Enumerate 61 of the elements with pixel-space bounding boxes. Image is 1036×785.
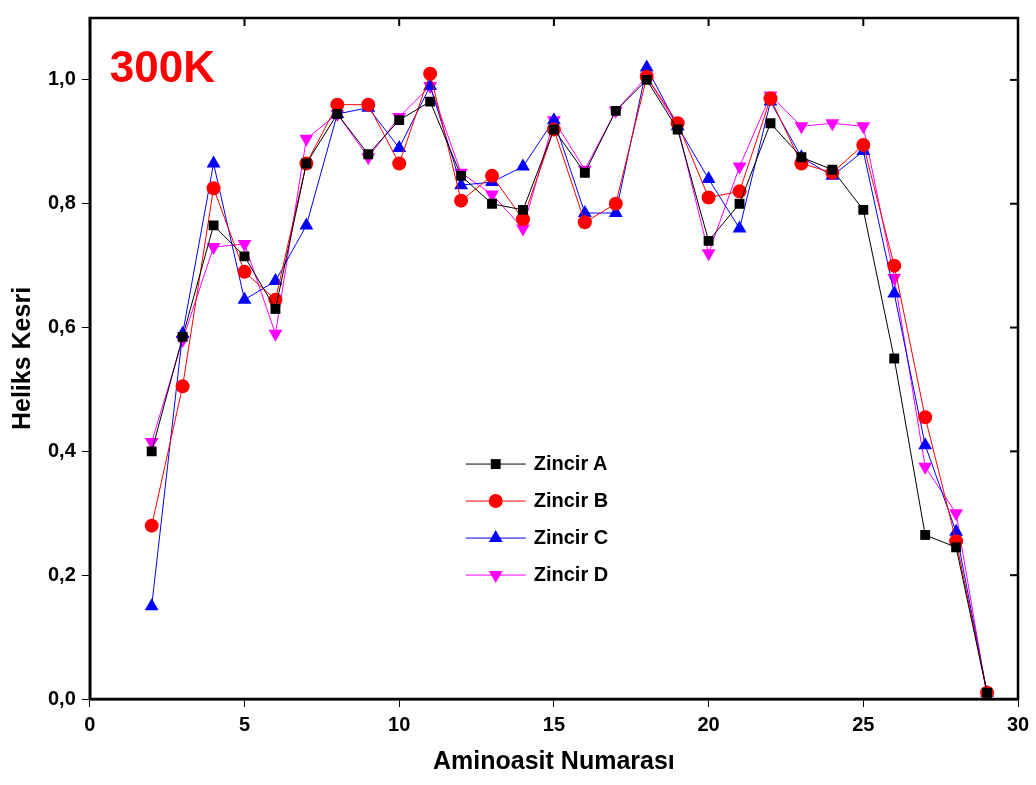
point — [239, 251, 250, 262]
point — [858, 204, 869, 215]
x-tick-label: 15 — [542, 712, 566, 735]
point — [299, 217, 314, 230]
y-tick-label: 0,4 — [47, 438, 77, 461]
x-tick-label: 20 — [697, 712, 720, 735]
point — [177, 331, 188, 342]
point — [518, 204, 528, 215]
x-tick-label: 30 — [1006, 712, 1030, 735]
point — [487, 198, 497, 209]
annotation: 300K — [109, 42, 216, 92]
point — [889, 353, 900, 364]
point — [577, 215, 592, 230]
point — [765, 118, 776, 129]
y-tick-label: 1,0 — [47, 67, 76, 90]
point — [206, 181, 221, 196]
y-tick-label: 0,8 — [47, 191, 76, 214]
point — [423, 66, 438, 81]
y-tick-label: 0,6 — [47, 315, 76, 338]
x-tick-label: 25 — [852, 712, 875, 735]
legend-label: Zincir B — [533, 488, 609, 511]
point — [175, 379, 190, 394]
point — [918, 410, 933, 425]
point — [237, 264, 252, 279]
point — [608, 196, 623, 211]
legend-label: Zincir C — [533, 525, 609, 548]
point — [701, 190, 716, 205]
y-tick-label: 0,0 — [47, 686, 76, 709]
point — [918, 437, 933, 450]
x-tick-label: 0 — [84, 712, 96, 735]
point — [485, 168, 500, 183]
y-tick-label: 0,2 — [47, 562, 76, 585]
point — [144, 598, 159, 611]
point — [920, 529, 931, 540]
point — [144, 518, 159, 533]
legend-label: Zincir D — [533, 562, 609, 585]
legend-label: Zincir A — [533, 451, 608, 474]
point — [270, 304, 281, 314]
point — [827, 164, 838, 175]
point — [146, 446, 157, 457]
point — [208, 220, 219, 231]
point — [887, 285, 902, 298]
point — [887, 258, 902, 273]
point — [237, 291, 252, 304]
point — [454, 193, 469, 208]
point — [703, 235, 714, 246]
point — [951, 542, 962, 553]
point — [392, 156, 407, 171]
x-tick-label: 10 — [388, 712, 411, 735]
point — [856, 137, 871, 152]
point — [363, 149, 374, 160]
point — [516, 158, 530, 171]
point — [732, 220, 747, 233]
point — [206, 155, 221, 168]
y-axis-title: Heliks Kesri — [6, 286, 35, 431]
point — [425, 96, 436, 107]
point — [701, 170, 716, 183]
point — [734, 198, 745, 209]
x-axis-title: Aminoasit Numarası — [433, 745, 675, 774]
x-tick-label: 5 — [238, 712, 251, 735]
point — [392, 140, 407, 153]
